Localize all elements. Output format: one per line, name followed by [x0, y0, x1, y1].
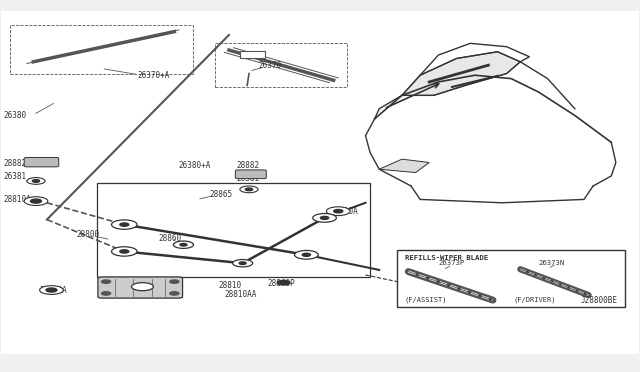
Circle shape: [239, 262, 246, 264]
Circle shape: [277, 280, 290, 285]
Circle shape: [321, 217, 329, 219]
Circle shape: [326, 207, 350, 215]
Text: 26370: 26370: [258, 61, 281, 70]
Text: (F/ASSIST): (F/ASSIST): [404, 296, 447, 303]
Text: 26380: 26380: [3, 111, 26, 120]
Circle shape: [294, 250, 318, 259]
Circle shape: [333, 209, 343, 213]
Text: J28800BE: J28800BE: [580, 296, 618, 305]
Circle shape: [111, 220, 137, 229]
Text: 28860: 28860: [158, 234, 181, 243]
Text: 28882: 28882: [3, 159, 26, 168]
Text: 28810: 28810: [218, 280, 241, 289]
Circle shape: [132, 283, 154, 291]
Text: 28810A: 28810A: [40, 286, 67, 295]
Text: 26373P: 26373P: [438, 260, 465, 266]
Text: 28865: 28865: [209, 190, 232, 199]
Circle shape: [313, 214, 337, 222]
FancyBboxPatch shape: [98, 277, 182, 298]
Circle shape: [170, 280, 179, 283]
Circle shape: [245, 188, 253, 191]
Circle shape: [111, 247, 137, 256]
Text: 28882: 28882: [236, 161, 259, 170]
Bar: [240, 51, 266, 58]
Circle shape: [120, 223, 129, 226]
Text: REFILLS-WIPER BLADE: REFILLS-WIPER BLADE: [404, 255, 488, 261]
Circle shape: [102, 280, 111, 283]
Polygon shape: [379, 159, 429, 173]
Bar: [97, 183, 370, 277]
Text: 26373N: 26373N: [538, 260, 564, 266]
FancyBboxPatch shape: [24, 157, 59, 167]
Circle shape: [31, 199, 42, 203]
Circle shape: [40, 286, 63, 294]
Circle shape: [232, 260, 253, 267]
Bar: [397, 250, 625, 307]
FancyBboxPatch shape: [236, 170, 266, 179]
Text: 28810A: 28810A: [331, 207, 358, 216]
Circle shape: [120, 250, 129, 253]
Text: 26370+A: 26370+A: [138, 71, 170, 80]
Text: (F/DRIVER): (F/DRIVER): [514, 296, 556, 303]
Circle shape: [24, 197, 48, 205]
Circle shape: [33, 180, 40, 182]
Circle shape: [302, 253, 310, 256]
Circle shape: [180, 243, 187, 246]
Text: 26381: 26381: [236, 174, 259, 183]
Text: 28800: 28800: [76, 230, 99, 239]
Text: 28810A: 28810A: [3, 195, 31, 204]
Circle shape: [27, 177, 45, 184]
Text: 26381: 26381: [3, 172, 26, 181]
Text: 28840P: 28840P: [268, 279, 295, 288]
Circle shape: [173, 241, 193, 248]
Circle shape: [240, 186, 258, 193]
Text: 28810AA: 28810AA: [225, 289, 257, 299]
Circle shape: [170, 292, 179, 295]
Polygon shape: [402, 52, 520, 95]
Circle shape: [46, 288, 57, 292]
Text: 26380+A: 26380+A: [179, 161, 211, 170]
Circle shape: [102, 292, 111, 295]
